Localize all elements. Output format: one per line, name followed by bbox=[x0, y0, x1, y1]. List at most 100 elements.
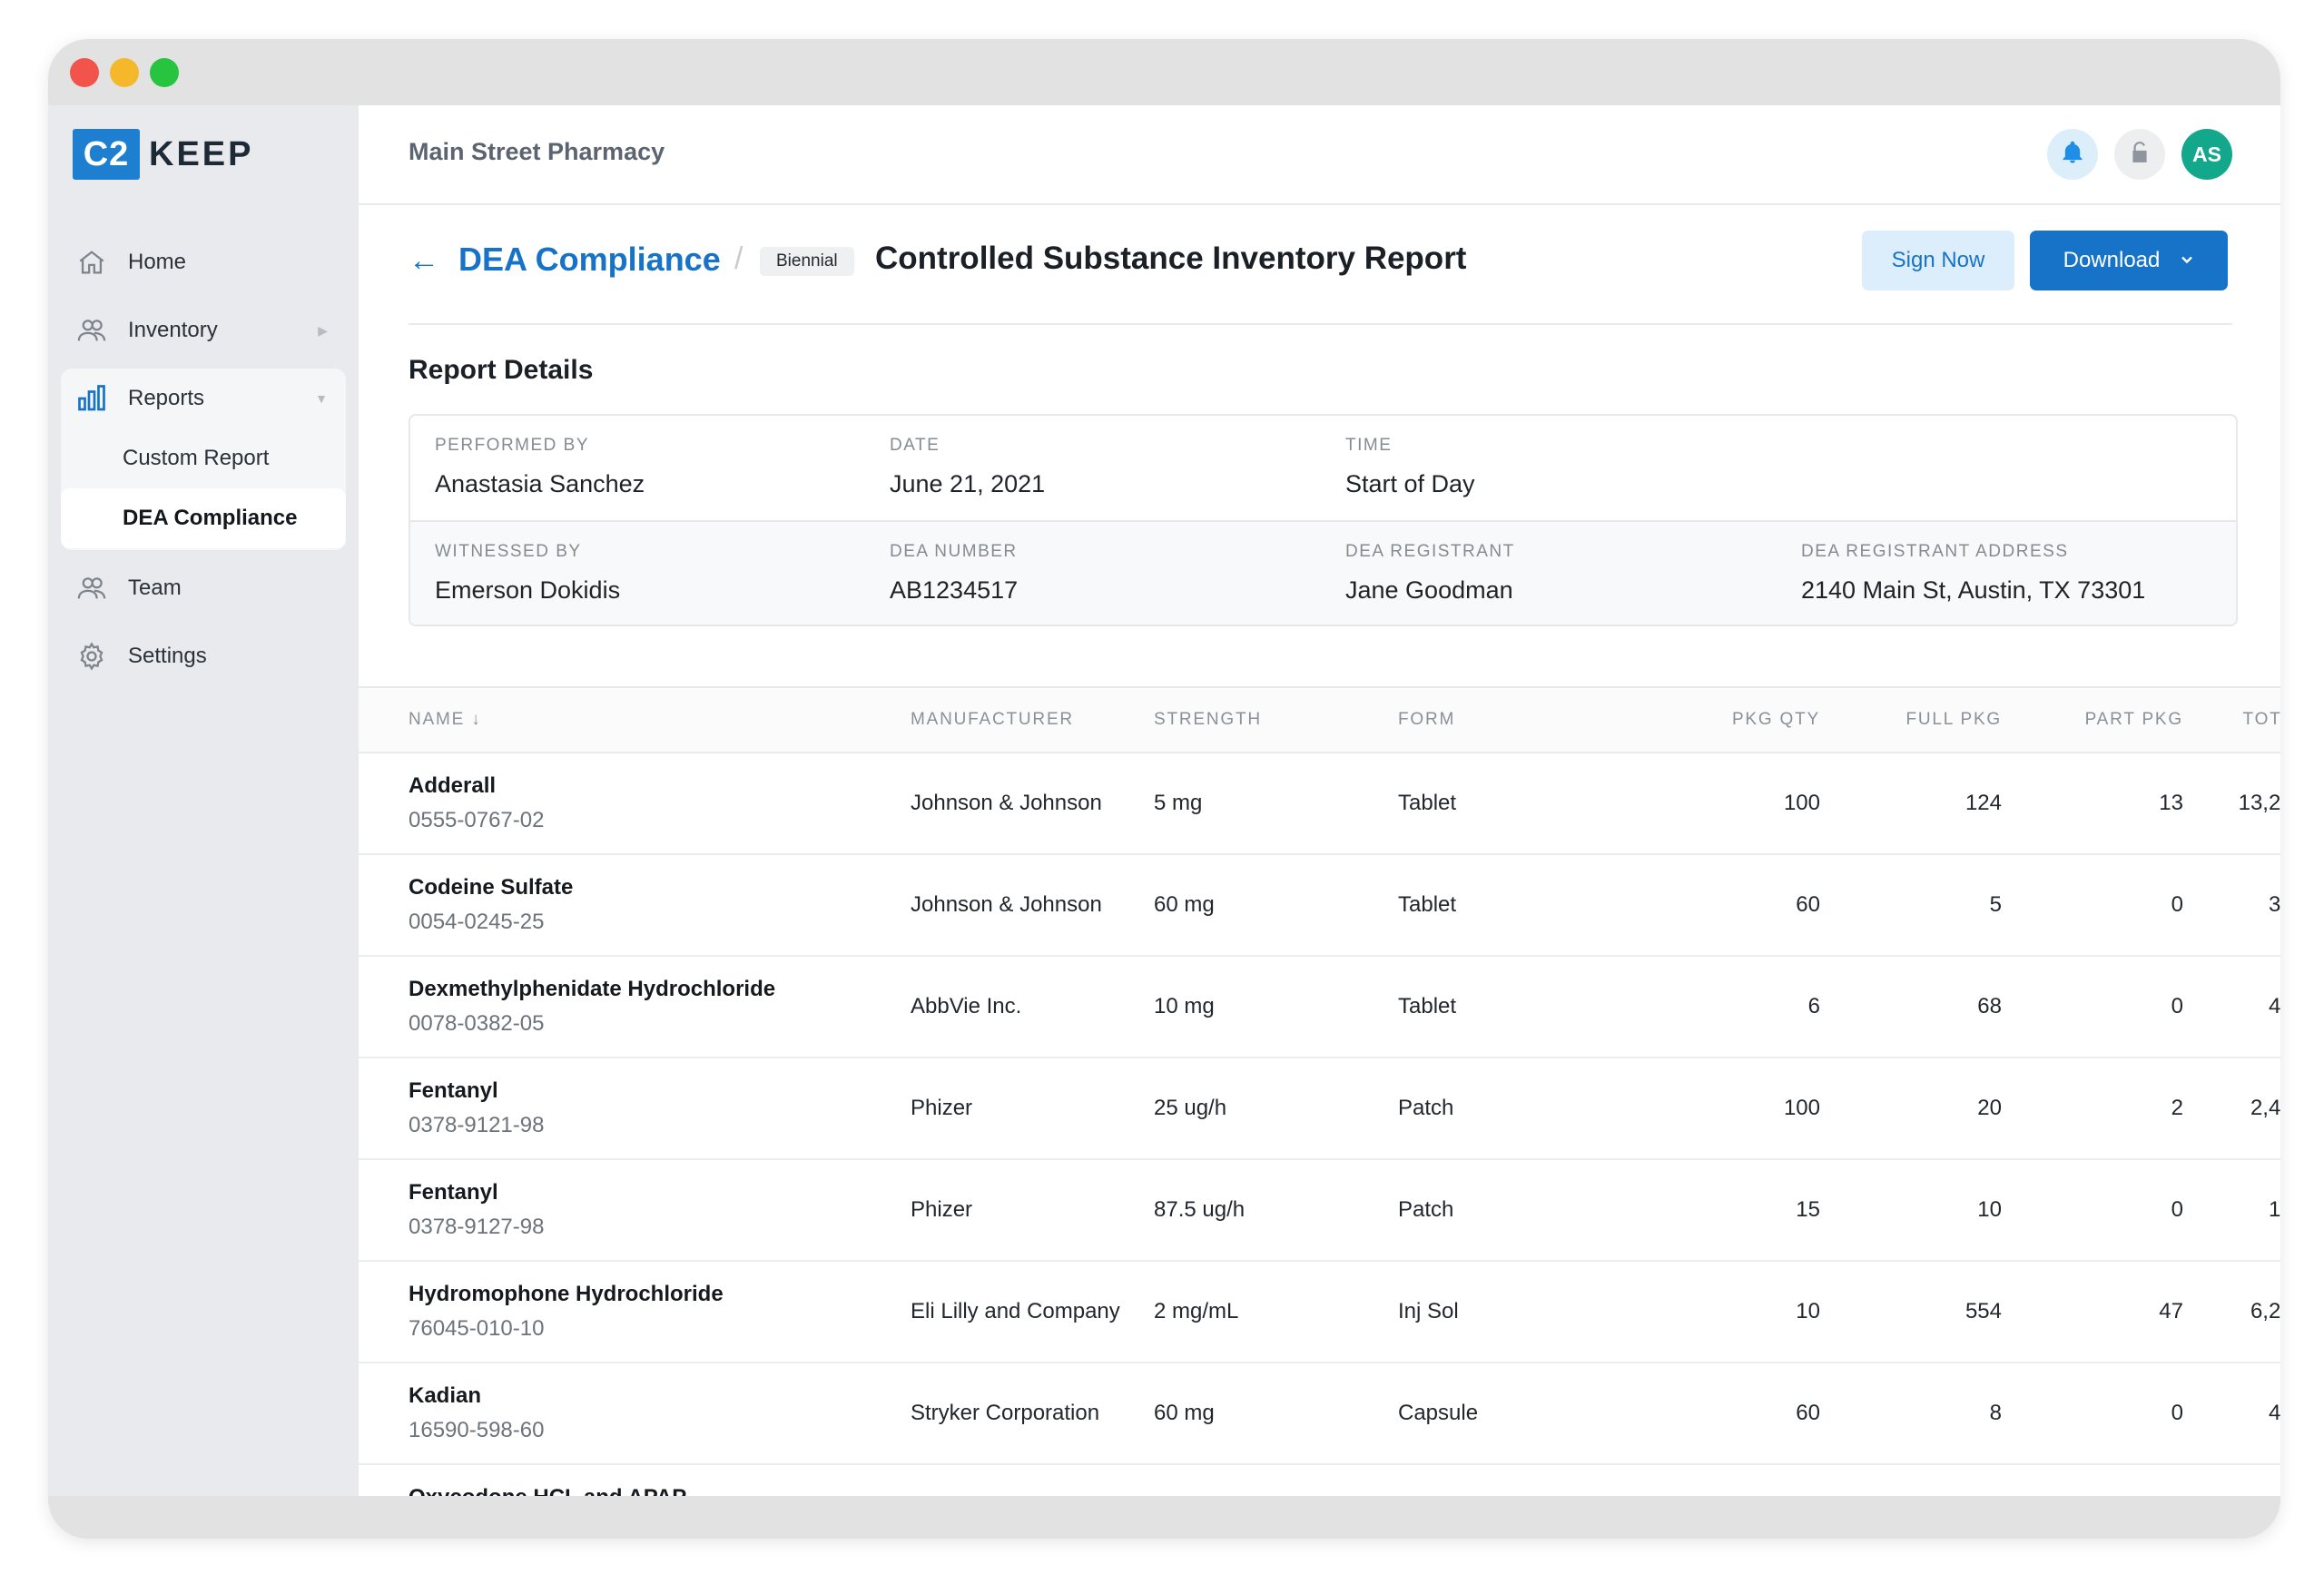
sidebar-item-inventory[interactable]: Inventory ▶ bbox=[61, 300, 346, 360]
logo[interactable]: C2 KEEP bbox=[73, 129, 253, 180]
table-row[interactable]: Fentanyl 0378-9127-98 Phizer 87.5 ug/h P… bbox=[359, 1160, 2280, 1262]
full-pkg-cell: 5 bbox=[1989, 892, 2002, 917]
table-header: NAME ↓ MANUFACTURER STRENGTH FORM PKG QT… bbox=[359, 686, 2280, 753]
close-window-button[interactable] bbox=[70, 58, 99, 87]
table-row[interactable]: Hydromophone Hydrochloride 76045-010-10 … bbox=[359, 1262, 2280, 1363]
sidebar: C2 KEEP Home Inventory ▶ bbox=[48, 105, 359, 1496]
pkg-qty-cell: 15 bbox=[1796, 1197, 1820, 1222]
strength-cell: 60 mg bbox=[1154, 1401, 1215, 1425]
drug-cell: Adderall 0555-0767-02 bbox=[409, 773, 544, 833]
detail-dea-registrant: DEA REGISTRANT Jane Goodman bbox=[1345, 542, 1515, 605]
bar-chart-icon bbox=[75, 382, 108, 415]
detail-label: DEA REGISTRANT bbox=[1345, 542, 1515, 561]
strength-cell: 5 mg bbox=[1154, 791, 1203, 815]
part-pkg-cell: 47 bbox=[2159, 1299, 2183, 1323]
table-row[interactable]: Kadian 16590-598-60 Stryker Corporation … bbox=[359, 1363, 2280, 1465]
table-row[interactable]: Fentanyl 0378-9121-98 Phizer 25 ug/h Pat… bbox=[359, 1058, 2280, 1160]
drug-name: Kadian bbox=[409, 1383, 482, 1408]
column-header-form[interactable]: FORM bbox=[1398, 710, 1456, 729]
notifications-button[interactable] bbox=[2047, 129, 2098, 180]
sidebar-item-label: Team bbox=[128, 576, 182, 600]
pkg-qty-cell: 60 bbox=[1796, 892, 1820, 917]
chevron-down-icon bbox=[2180, 248, 2194, 273]
part-pkg-cell: 0 bbox=[2171, 994, 2183, 1018]
detail-time: TIME Start of Day bbox=[1345, 436, 1475, 498]
drug-ndc: 16590-598-60 bbox=[409, 1418, 545, 1442]
total-cell: 300 bbox=[2268, 892, 2280, 917]
detail-dea-number: DEA NUMBER AB1234517 bbox=[890, 542, 1018, 605]
manufacturer-cell: Johnson & Johnson bbox=[911, 791, 1102, 815]
table-row[interactable]: Adderall 0555-0767-02 Johnson & Johnson … bbox=[359, 753, 2280, 855]
pkg-qty-cell: 60 bbox=[1796, 1401, 1820, 1425]
drug-cell: Hydromophone Hydrochloride 76045-010-10 bbox=[409, 1282, 724, 1342]
detail-performed-by: PERFORMED BY Anastasia Sanchez bbox=[435, 436, 645, 498]
form-cell: Tablet bbox=[1398, 892, 1457, 917]
sidebar-nav: Home Inventory ▶ Reports ▼ Custom Report bbox=[61, 232, 346, 694]
detail-label: DEA NUMBER bbox=[890, 542, 1018, 561]
strength-cell: 10 mg bbox=[1154, 994, 1215, 1018]
gear-icon bbox=[75, 640, 108, 673]
sidebar-item-label: Reports bbox=[128, 386, 205, 410]
breadcrumb-separator: / bbox=[734, 241, 743, 276]
pkg-qty-cell: 10 bbox=[1796, 1299, 1820, 1323]
drug-cell: Fentanyl 0378-9127-98 bbox=[409, 1180, 544, 1240]
reports-group: Reports ▼ Custom Report DEA Compliance bbox=[61, 369, 346, 550]
drug-cell: Kadian 16590-598-60 bbox=[409, 1383, 544, 1443]
column-header-strength[interactable]: STRENGTH bbox=[1154, 710, 1262, 729]
total-cell: 408 bbox=[2268, 994, 2280, 1018]
detail-label: DATE bbox=[890, 436, 940, 455]
form-cell: Tablet bbox=[1398, 791, 1457, 815]
report-details-card: PERFORMED BY Anastasia Sanchez DATE June… bbox=[409, 414, 2238, 626]
logo-badge: C2 bbox=[73, 129, 140, 180]
drug-ndc: 76045-010-10 bbox=[409, 1316, 545, 1341]
sidebar-item-home[interactable]: Home bbox=[61, 232, 346, 292]
sidebar-subitem-dea-compliance[interactable]: DEA Compliance bbox=[61, 488, 346, 548]
column-header-name[interactable]: NAME ↓ bbox=[409, 710, 482, 730]
column-header-manufacturer[interactable]: MANUFACTURER bbox=[911, 710, 1074, 729]
back-arrow-icon[interactable]: ← bbox=[409, 243, 439, 278]
full-pkg-cell: 124 bbox=[1965, 791, 2002, 815]
download-button[interactable]: Download bbox=[2030, 231, 2228, 290]
lock-button[interactable] bbox=[2114, 129, 2165, 180]
sidebar-subitem-custom-report[interactable]: Custom Report bbox=[123, 446, 270, 470]
sign-now-button[interactable]: Sign Now bbox=[1862, 231, 2014, 290]
top-bar: Main Street Pharmacy AS bbox=[359, 105, 2280, 205]
column-header-part-pkg[interactable]: PART PKG bbox=[2084, 710, 2183, 729]
detail-date: DATE June 21, 2021 bbox=[890, 436, 1045, 498]
column-header-pkg-qty[interactable]: PKG QTY bbox=[1731, 710, 1820, 729]
avatar[interactable]: AS bbox=[2181, 129, 2232, 180]
sidebar-item-team[interactable]: Team bbox=[61, 558, 346, 618]
drug-ndc: 0378-9127-98 bbox=[409, 1215, 545, 1239]
drug-cell: Codeine Sulfate 0054-0245-25 bbox=[409, 875, 573, 935]
column-header-full-pkg[interactable]: FULL PKG bbox=[1905, 710, 2002, 729]
sidebar-item-reports[interactable]: Reports ▼ bbox=[61, 369, 346, 428]
top-actions: AS bbox=[2047, 129, 2232, 180]
maximize-window-button[interactable] bbox=[150, 58, 179, 87]
store-name: Main Street Pharmacy bbox=[409, 138, 665, 165]
sidebar-item-settings[interactable]: Settings bbox=[61, 626, 346, 686]
part-pkg-cell: 0 bbox=[2171, 1197, 2183, 1222]
sidebar-item-label: Inventory bbox=[128, 318, 218, 342]
strength-cell: 2 mg/mL bbox=[1154, 1299, 1239, 1323]
drug-ndc: 0054-0245-25 bbox=[409, 910, 545, 934]
table-row[interactable]: Oxycodone HCL and APAP bbox=[359, 1465, 2280, 1496]
home-icon bbox=[75, 246, 108, 279]
detail-value: Emerson Dokidis bbox=[435, 576, 621, 604]
pkg-qty-cell: 6 bbox=[1807, 994, 1820, 1018]
breadcrumb[interactable]: DEA Compliance bbox=[458, 241, 721, 278]
drug-name: Fentanyl bbox=[409, 1078, 498, 1103]
report-type-badge: Biennial bbox=[760, 247, 854, 276]
full-pkg-cell: 10 bbox=[1977, 1197, 2002, 1222]
manufacturer-cell: AbbVie Inc. bbox=[911, 994, 1022, 1018]
table-row[interactable]: Codeine Sulfate 0054-0245-25 Johnson & J… bbox=[359, 855, 2280, 957]
full-pkg-cell: 20 bbox=[1977, 1096, 2002, 1120]
table-row[interactable]: Dexmethylphenidate Hydrochloride 0078-03… bbox=[359, 957, 2280, 1058]
minimize-window-button[interactable] bbox=[110, 58, 139, 87]
detail-value: Jane Goodman bbox=[1345, 576, 1513, 604]
details-row: WITNESSED BY Emerson Dokidis DEA NUMBER … bbox=[410, 520, 2236, 625]
manufacturer-cell: Phizer bbox=[911, 1096, 973, 1120]
detail-witnessed-by: WITNESSED BY Emerson Dokidis bbox=[435, 542, 620, 605]
column-header-total[interactable]: TOTAL bbox=[2242, 710, 2280, 729]
form-cell: Capsule bbox=[1398, 1401, 1479, 1425]
form-cell: Tablet bbox=[1398, 994, 1457, 1018]
